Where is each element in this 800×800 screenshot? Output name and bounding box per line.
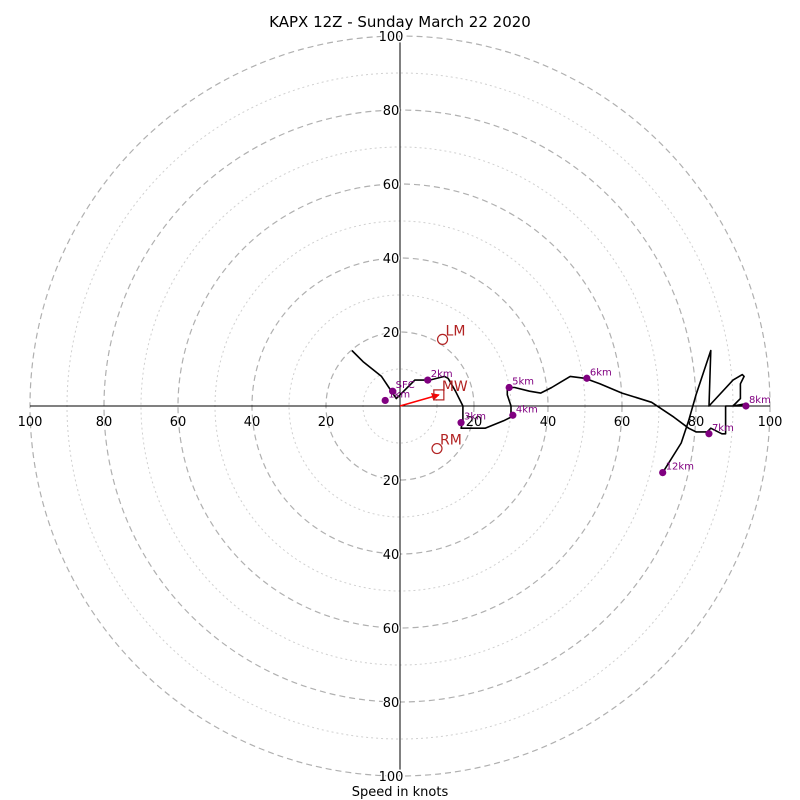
motion-label-mw: MW — [442, 379, 468, 395]
tick-label-right-100: 100 — [758, 415, 783, 430]
hodograph-trace — [351, 349, 747, 474]
motion-label-lm: LM — [446, 323, 466, 339]
tick-label-down-100: 100 — [379, 770, 404, 785]
height-label-1km: 1km — [388, 389, 410, 400]
height-label-8km: 8km — [749, 395, 771, 406]
height-point-5km — [505, 383, 513, 392]
tick-label-down-60: 60 — [383, 622, 400, 637]
tick-label-right-80: 80 — [688, 415, 705, 430]
tick-label-right-40: 40 — [540, 415, 557, 430]
height-point-3km — [457, 419, 465, 427]
tick-label-left-20: 20 — [318, 415, 335, 430]
tick-label-down-20: 20 — [383, 474, 400, 489]
motion-marker-lm — [436, 333, 449, 345]
tick-label-left-60: 60 — [170, 415, 187, 430]
tick-labels: 20 20 20 20 40 40 40 40 60 60 60 60 80 80 80 80 100 100 10… — [18, 29, 783, 787]
x-axis-label: Speed in knots — [352, 785, 449, 800]
tick-label-right-60: 60 — [614, 415, 631, 430]
tick-label-left-40: 40 — [244, 415, 261, 430]
tick-label-up-100: 100 — [379, 30, 404, 45]
chart-title: KAPX 12Z - Sunday March 22 2020 — [269, 13, 531, 31]
tick-label-down-80: 80 — [383, 696, 400, 711]
height-label-12km: 12km — [666, 462, 694, 473]
motion-marker-rm — [431, 442, 443, 455]
tick-label-up-80: 80 — [383, 104, 400, 119]
height-point-1km — [381, 396, 389, 405]
motion-marker-mw — [433, 389, 445, 401]
height-label-7km: 7km — [712, 423, 734, 434]
height-label-6km: 6km — [590, 367, 612, 378]
height-point-8km — [742, 402, 750, 410]
tick-label-up-60: 60 — [383, 178, 400, 193]
storm-motion-vector — [399, 392, 440, 407]
height-point-sfc — [389, 387, 397, 395]
height-label-3km: 3km — [464, 412, 486, 423]
hodograph-trace-group — [351, 349, 747, 474]
height-point-4km — [509, 411, 517, 419]
tick-label-up-40: 40 — [383, 252, 400, 267]
height-label-5km: 5km — [512, 377, 534, 388]
storm-motion-points: LM MW RM — [431, 323, 468, 455]
height-point-2km — [424, 376, 432, 384]
tick-label-up-20: 20 — [383, 326, 400, 341]
motion-label-rm: RM — [440, 433, 462, 449]
tick-label-right-20: 20 — [466, 415, 483, 430]
height-point-6km — [583, 374, 591, 382]
height-label-2km: 2km — [431, 369, 453, 380]
height-label-sfc: SFC — [396, 380, 415, 391]
tick-label-left-100: 100 — [18, 415, 43, 430]
height-point-7km — [705, 430, 713, 438]
tick-label-left-80: 80 — [96, 415, 113, 430]
height-point-12km — [659, 469, 667, 477]
height-label-4km: 4km — [516, 404, 538, 415]
tick-label-down-40: 40 — [383, 548, 400, 563]
